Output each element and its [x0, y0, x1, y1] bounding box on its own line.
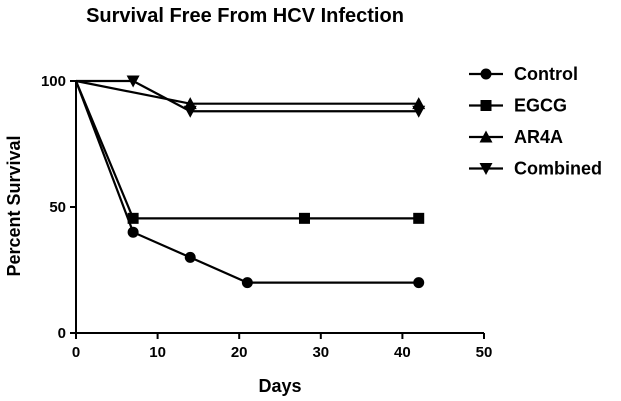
x-tick-label: 20 — [231, 344, 248, 361]
legend: Control EGCG AR4A Combined — [469, 64, 602, 179]
legend-item: EGCG — [469, 96, 567, 116]
legend-marker — [480, 100, 492, 111]
legend-item: AR4A — [469, 127, 563, 147]
x-ticks: 0 10 20 30 40 50 — [72, 333, 493, 361]
y-tick-label: 50 — [49, 199, 66, 216]
y-tick-label: 100 — [41, 73, 66, 90]
x-tick-label: 0 — [72, 344, 80, 361]
x-axis-label: Days — [258, 376, 301, 396]
y-ticks: 0 50 100 — [41, 73, 76, 342]
legend-item: Combined — [469, 159, 602, 179]
x-tick-label: 40 — [394, 344, 411, 361]
data-point — [127, 212, 139, 224]
series-egcg — [74, 80, 425, 224]
legend-label: Combined — [514, 159, 602, 179]
x-tick-label: 50 — [476, 344, 493, 361]
data-point — [241, 277, 253, 289]
series-layer — [74, 75, 426, 289]
series-line — [76, 79, 419, 113]
data-point — [412, 105, 426, 118]
legend-label: EGCG — [514, 96, 567, 116]
data-point — [298, 212, 310, 224]
data-point — [127, 226, 139, 238]
x-tick-label: 30 — [312, 344, 329, 361]
legend-marker — [479, 130, 493, 143]
axes: 0 10 20 30 40 50 0 50 100 — [41, 73, 492, 361]
legend-label: AR4A — [514, 127, 563, 147]
x-tick-label: 10 — [149, 344, 166, 361]
chart-title: Survival Free From HCV Infection — [86, 5, 404, 27]
y-axis-label: Percent Survival — [4, 135, 24, 276]
legend-label: Control — [514, 64, 578, 84]
series-ar4a — [75, 79, 426, 110]
series-line — [74, 80, 419, 220]
data-point — [184, 251, 196, 263]
legend-marker — [479, 163, 493, 175]
data-point — [183, 105, 197, 118]
series-combined — [76, 75, 426, 118]
data-point — [126, 75, 140, 88]
series-line — [75, 79, 419, 105]
series-control — [74, 80, 425, 289]
data-point — [413, 277, 425, 289]
legend-item: Control — [469, 64, 578, 84]
y-tick-label: 0 — [58, 325, 66, 342]
legend-marker — [480, 68, 492, 80]
data-point — [413, 212, 425, 224]
